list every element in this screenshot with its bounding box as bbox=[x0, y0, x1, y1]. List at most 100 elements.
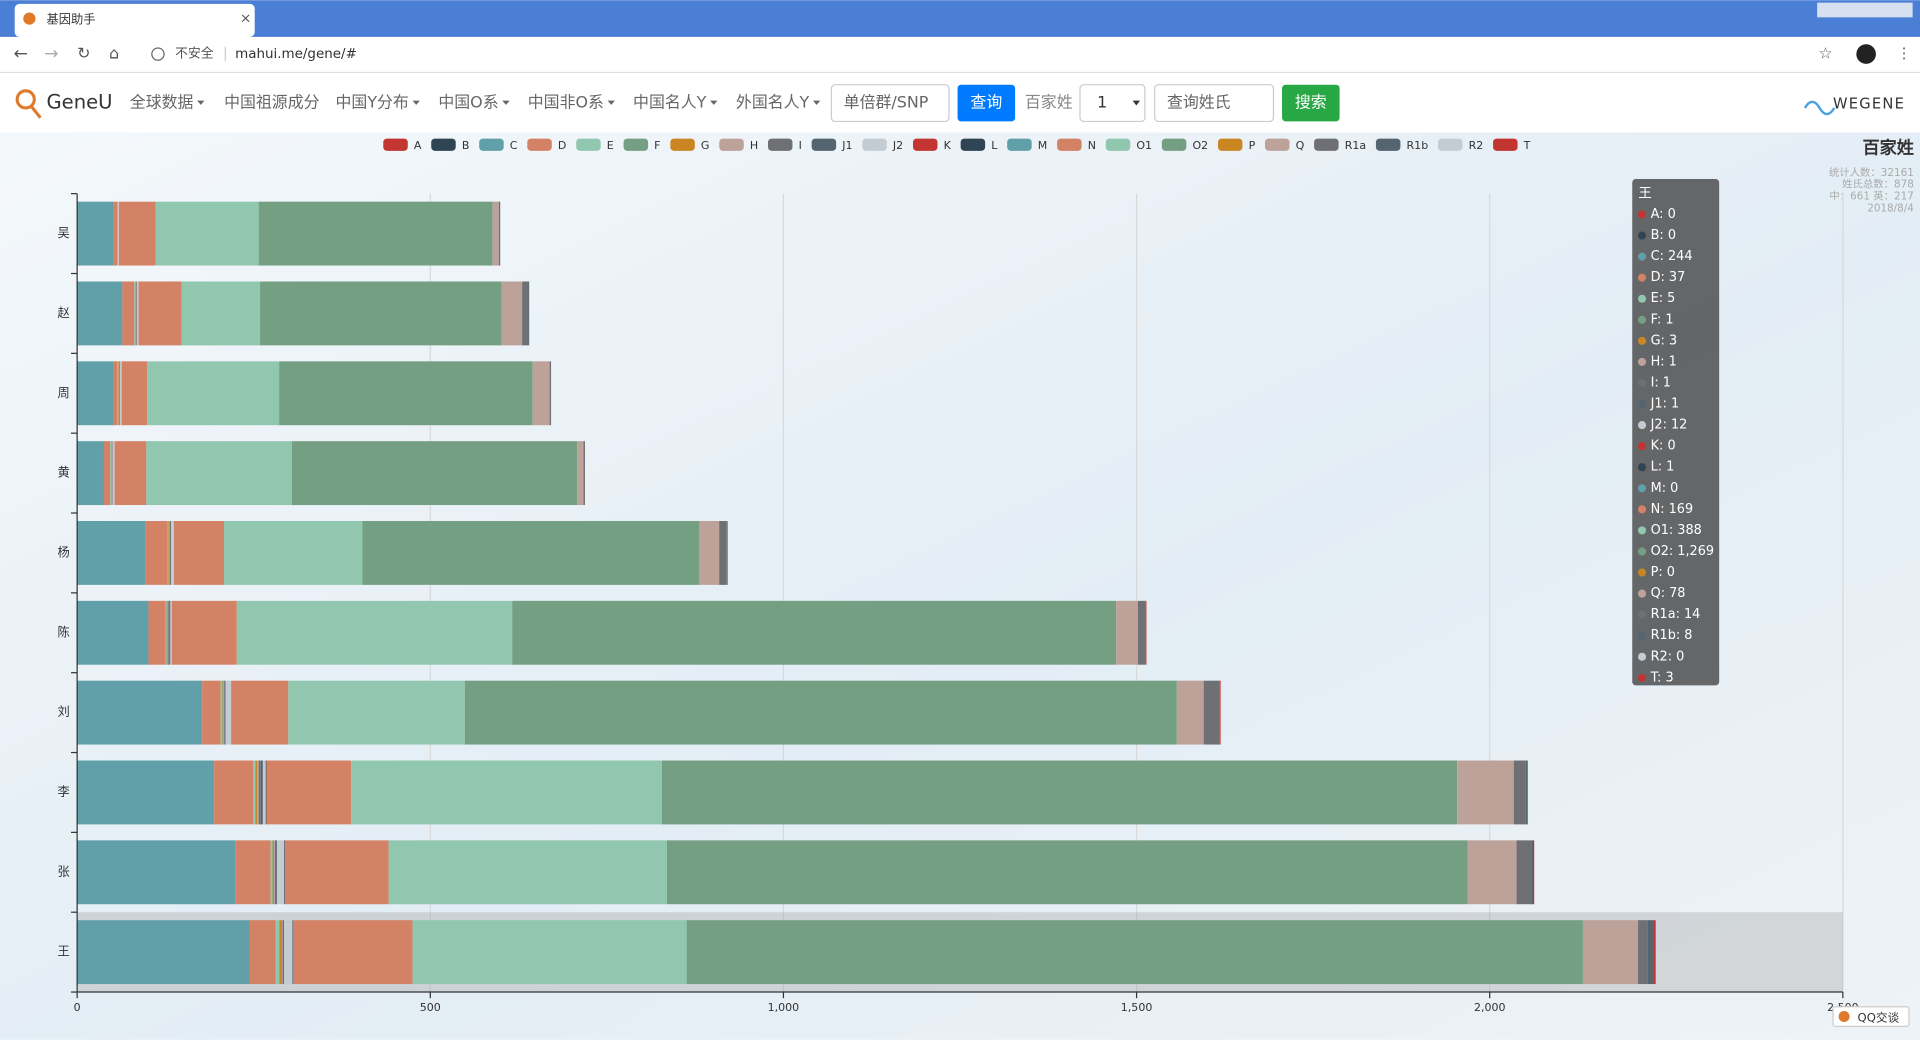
bar-segment[interactable] bbox=[549, 361, 552, 426]
bar-segment[interactable] bbox=[171, 600, 237, 665]
bar-segment[interactable] bbox=[122, 281, 135, 346]
bar-segment[interactable] bbox=[148, 600, 166, 665]
bar-segment[interactable] bbox=[719, 521, 727, 585]
legend-label[interactable]: L bbox=[991, 139, 998, 152]
bar-segment[interactable] bbox=[1176, 680, 1204, 745]
bar-segment[interactable] bbox=[1467, 840, 1517, 905]
legend-label[interactable]: F bbox=[654, 139, 660, 152]
surname-select[interactable] bbox=[1079, 84, 1146, 123]
bar-segment[interactable] bbox=[293, 920, 413, 985]
home-button[interactable]: ⌂ bbox=[109, 44, 119, 63]
bar-segment[interactable] bbox=[167, 521, 169, 585]
bar-segment[interactable] bbox=[532, 361, 550, 426]
bar-segment[interactable] bbox=[272, 840, 273, 905]
bar-segment[interactable] bbox=[274, 840, 275, 905]
qq-chat[interactable] bbox=[1832, 1006, 1910, 1027]
bar-segment[interactable] bbox=[726, 521, 728, 585]
bar-segment[interactable] bbox=[351, 760, 662, 825]
bar-segment[interactable] bbox=[118, 201, 156, 266]
legend-label[interactable]: E bbox=[607, 139, 614, 152]
bar-segment[interactable] bbox=[170, 600, 172, 665]
bar-segment[interactable] bbox=[147, 361, 280, 426]
bar-segment[interactable] bbox=[145, 521, 168, 585]
bar-segment[interactable] bbox=[118, 361, 119, 426]
bar-segment[interactable] bbox=[77, 600, 149, 665]
bar-segment[interactable] bbox=[138, 281, 182, 346]
legend-label[interactable]: O2 bbox=[1192, 139, 1208, 152]
bar-segment[interactable] bbox=[666, 840, 1468, 905]
bar-segment[interactable] bbox=[1653, 920, 1656, 985]
legend-label[interactable]: A bbox=[414, 139, 422, 152]
bar-segment[interactable] bbox=[221, 680, 223, 745]
bar-segment[interactable] bbox=[1527, 760, 1528, 825]
bar-segment[interactable] bbox=[279, 361, 533, 426]
bar-segment[interactable] bbox=[577, 441, 584, 506]
menu-item[interactable]: 中国Y分布 bbox=[336, 93, 409, 112]
bar-segment[interactable] bbox=[522, 281, 529, 346]
bar-segment[interactable] bbox=[225, 680, 232, 745]
legend-label[interactable]: P bbox=[1249, 139, 1256, 152]
legend-label[interactable]: R2 bbox=[1469, 139, 1484, 152]
bar-segment[interactable] bbox=[284, 920, 293, 985]
bar-segment[interactable] bbox=[165, 600, 167, 665]
window-controls[interactable] bbox=[1817, 2, 1913, 18]
bar-segment[interactable] bbox=[258, 201, 493, 266]
legend-label[interactable]: J2 bbox=[892, 139, 903, 152]
legend-label[interactable]: C bbox=[510, 139, 518, 152]
bar-segment[interactable] bbox=[265, 760, 267, 825]
bar-segment[interactable] bbox=[224, 521, 363, 585]
bar-segment[interactable] bbox=[181, 281, 261, 346]
bar-segment[interactable] bbox=[113, 201, 118, 266]
bar-segment[interactable] bbox=[168, 521, 170, 585]
bar-segment[interactable] bbox=[117, 361, 119, 426]
bar-segment[interactable] bbox=[279, 920, 282, 985]
bar-segment[interactable] bbox=[1513, 760, 1526, 825]
bar-segment[interactable] bbox=[146, 441, 292, 506]
bar-segment[interactable] bbox=[170, 521, 172, 585]
bar-segment[interactable] bbox=[583, 441, 585, 506]
bar-segment[interactable] bbox=[222, 680, 224, 745]
bar-segment[interactable] bbox=[277, 840, 285, 905]
bar-segment[interactable] bbox=[77, 840, 236, 905]
bar-segment[interactable] bbox=[464, 680, 1177, 745]
bar-segment[interactable] bbox=[214, 760, 254, 825]
bar-segment[interactable] bbox=[155, 201, 259, 266]
bar-segment[interactable] bbox=[173, 521, 225, 585]
back-button[interactable]: ← bbox=[13, 44, 27, 64]
forward-button[interactable]: → bbox=[44, 44, 58, 64]
bar-segment[interactable] bbox=[279, 920, 280, 985]
bar-segment[interactable] bbox=[224, 680, 226, 745]
menu-button[interactable]: ⋮ bbox=[1897, 45, 1912, 62]
bar-segment[interactable] bbox=[77, 680, 203, 745]
bar-segment[interactable] bbox=[110, 441, 112, 506]
bar-segment[interactable] bbox=[512, 600, 1117, 665]
bar-segment[interactable] bbox=[224, 680, 225, 745]
bar-segment[interactable] bbox=[168, 600, 170, 665]
bar-segment[interactable] bbox=[528, 281, 530, 346]
bar-segment[interactable] bbox=[135, 281, 137, 346]
menu-item[interactable]: 全球数据 bbox=[130, 93, 194, 112]
bar-segment[interactable] bbox=[1219, 680, 1220, 745]
bar-segment[interactable] bbox=[260, 281, 502, 346]
bar-segment[interactable] bbox=[501, 281, 523, 346]
bar-segment[interactable] bbox=[169, 521, 171, 585]
bar-segment[interactable] bbox=[412, 920, 687, 985]
legend-label[interactable]: M bbox=[1038, 139, 1048, 152]
bar-segment[interactable] bbox=[236, 600, 513, 665]
bar-segment[interactable] bbox=[134, 281, 136, 346]
bar-segment[interactable] bbox=[281, 920, 283, 985]
legend-label[interactable]: K bbox=[944, 139, 952, 152]
query-button[interactable] bbox=[957, 84, 1016, 122]
search-button[interactable] bbox=[1282, 84, 1340, 122]
bar-segment[interactable] bbox=[388, 840, 667, 905]
bar-segment[interactable] bbox=[362, 521, 700, 585]
bar-segment[interactable] bbox=[686, 920, 1583, 985]
bar-segment[interactable] bbox=[699, 521, 720, 585]
bar-segment[interactable] bbox=[258, 760, 261, 825]
bar-segment[interactable] bbox=[270, 840, 273, 905]
bar-segment[interactable] bbox=[113, 361, 118, 426]
bar-segment[interactable] bbox=[220, 680, 222, 745]
bar-segment[interactable] bbox=[121, 361, 148, 426]
bar-segment[interactable] bbox=[288, 680, 465, 745]
bar-segment[interactable] bbox=[253, 760, 256, 825]
